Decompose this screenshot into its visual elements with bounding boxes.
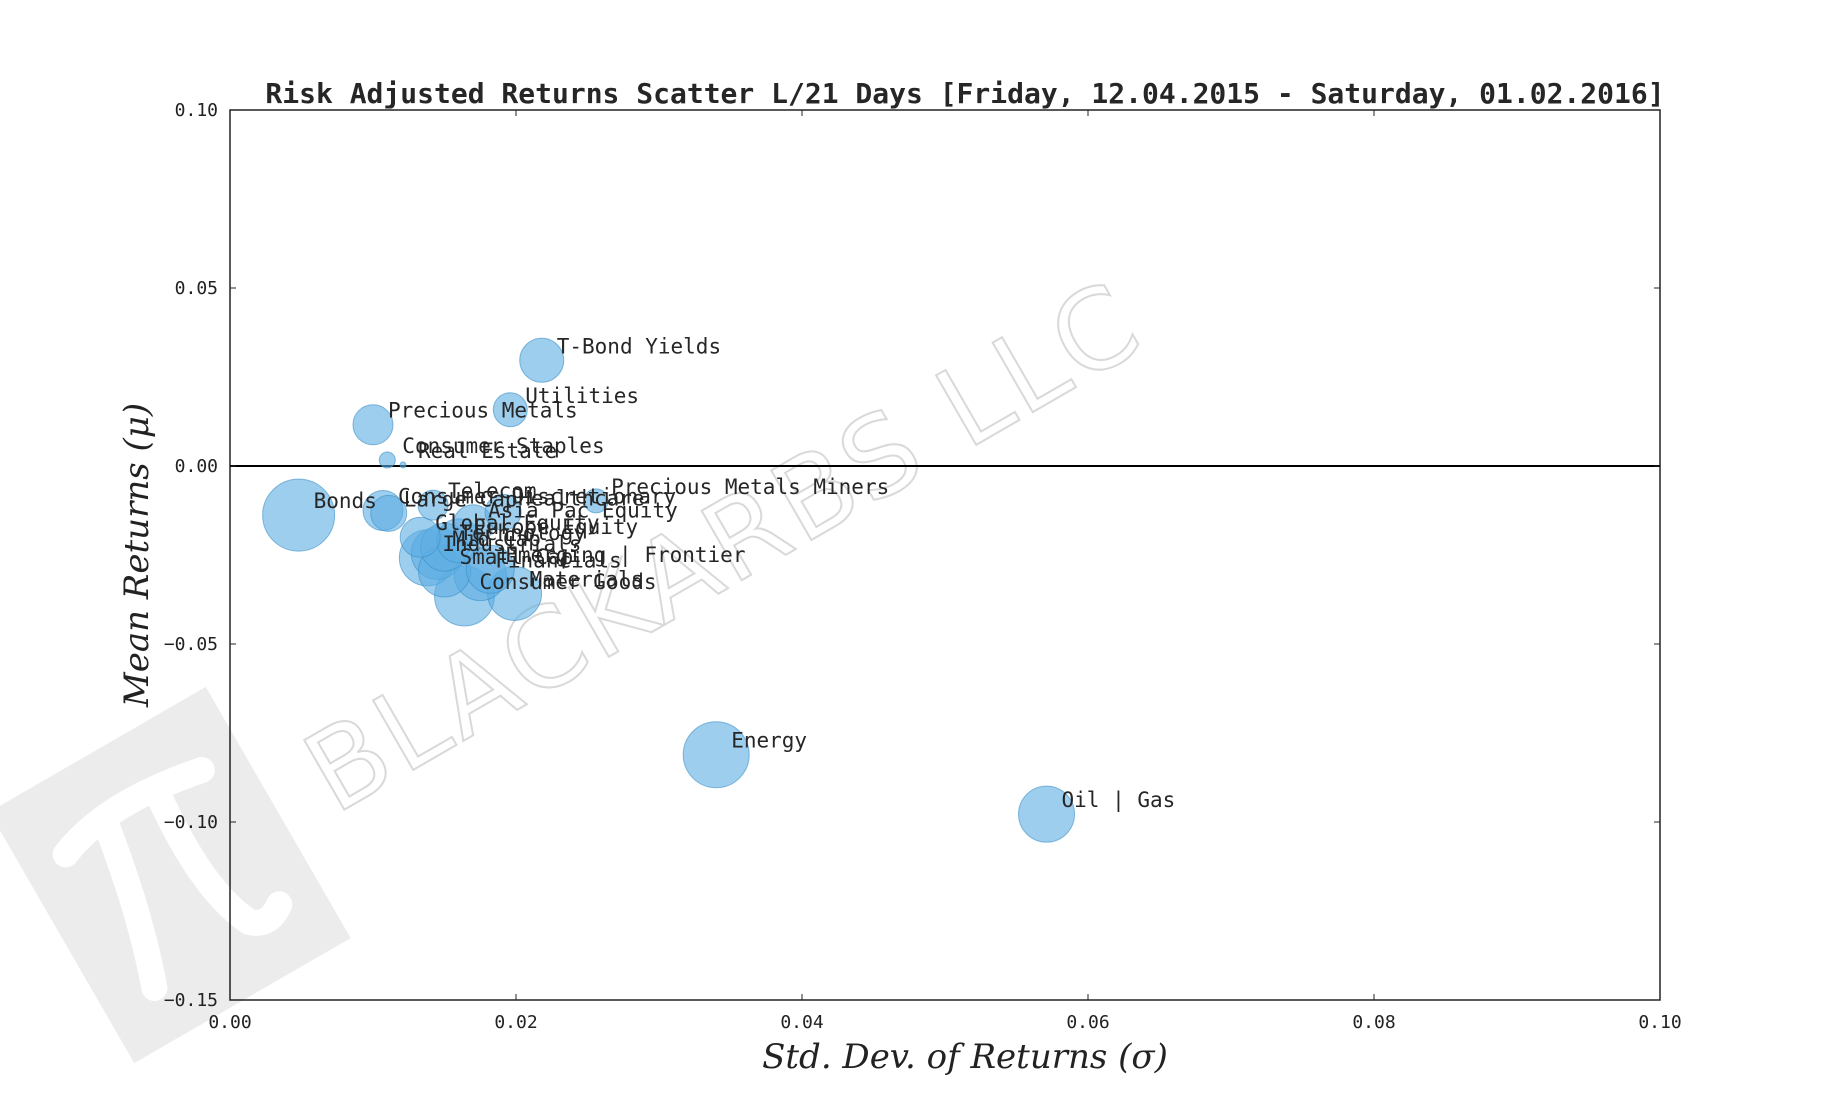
- point-real-estate: [399, 461, 407, 469]
- label-real-estate: Real Estate: [418, 439, 557, 463]
- label-europe-equity: Europe Equity: [474, 515, 638, 539]
- point-precious-metals-miners: [583, 488, 609, 514]
- label-technology: Technology: [460, 521, 586, 545]
- point-consumer-staples: [378, 451, 396, 469]
- point-global-equity: [399, 516, 441, 558]
- label-industrials: Industrials: [442, 532, 581, 556]
- label-emerging-frontier: Emerging | Frontier: [505, 543, 745, 568]
- scatter-points: [262, 337, 1076, 843]
- point-large-cap: [370, 494, 408, 532]
- label-oil-gas: Oil | Gas: [1062, 788, 1176, 813]
- x-tick-label: 0.06: [1066, 1012, 1109, 1033]
- x-tick-label: 0.10: [1638, 1012, 1681, 1033]
- y-tick-label: 0.00: [175, 456, 218, 477]
- label-telecom: Telecom: [448, 479, 537, 503]
- x-tick-label: 0.00: [208, 1012, 251, 1033]
- point-healthcare: [484, 493, 522, 531]
- label-mid-cap: Mid Cap: [452, 527, 541, 551]
- label-global-equity: Global Equity: [435, 511, 599, 535]
- label-energy: Energy: [731, 729, 807, 753]
- label-consumer-goods: Consumer Goods: [480, 570, 657, 594]
- point-emerging-frontier: [465, 544, 515, 594]
- y-axis-label: Mean Returns (μ): [117, 403, 157, 708]
- point-utilities: [492, 392, 528, 428]
- y-tick-label: −0.10: [164, 812, 218, 833]
- label-precious-metals-miners: Precious Metals Miners: [611, 475, 889, 499]
- point-energy: [682, 721, 750, 789]
- label-precious-metals: Precious Metals: [388, 399, 578, 423]
- label-bonds: Bonds: [314, 489, 377, 513]
- label-large-cap: Large Cap: [404, 487, 518, 511]
- point-telecom: [417, 489, 449, 521]
- watermark: BLACKARBS LLC: [0, 255, 1164, 1064]
- point-oil-gas: [1018, 785, 1076, 843]
- point-t-bond-yields: [519, 337, 565, 383]
- axis-ticks: 0.00 0.02 0.04 0.06 0.08 0.10 0.10 0.05 0.00 −0.0…: [164, 100, 1682, 1033]
- label-utilities: Utilities: [525, 384, 639, 408]
- x-axis-label: Std. Dev. of Returns (σ): [762, 1037, 1168, 1077]
- label-small-cap: Small Cap: [460, 545, 574, 569]
- label-asia-pac-equity: Asia Pac Equity: [488, 499, 678, 523]
- y-tick-label: −0.15: [164, 990, 218, 1011]
- label-healthcare: Healthcare: [518, 486, 644, 510]
- point-bonds: [262, 478, 336, 552]
- label-materials: Materials: [530, 567, 644, 591]
- x-tick-label: 0.04: [780, 1012, 823, 1033]
- y-tick-label: 0.05: [175, 278, 218, 299]
- watermark-logo-box: [0, 686, 351, 1064]
- label-financials: Financials: [495, 549, 621, 573]
- y-tick-label: −0.05: [164, 634, 218, 655]
- point-precious-metals: [352, 404, 394, 446]
- label-t-bond-yields: T-Bond Yields: [557, 334, 721, 358]
- x-tick-label: 0.02: [494, 1012, 537, 1033]
- x-tick-label: 0.08: [1352, 1012, 1395, 1033]
- label-consumer-discretionary: Consumer Discretionary: [398, 485, 676, 509]
- y-tick-label: 0.10: [175, 100, 218, 121]
- label-consumer-staples: Consumer Staples: [402, 434, 604, 458]
- plot-area: [229, 109, 1661, 1001]
- chart-title: Risk Adjusted Returns Scatter L/21 Days …: [265, 77, 1664, 110]
- pi-logo-icon: [52, 757, 293, 1001]
